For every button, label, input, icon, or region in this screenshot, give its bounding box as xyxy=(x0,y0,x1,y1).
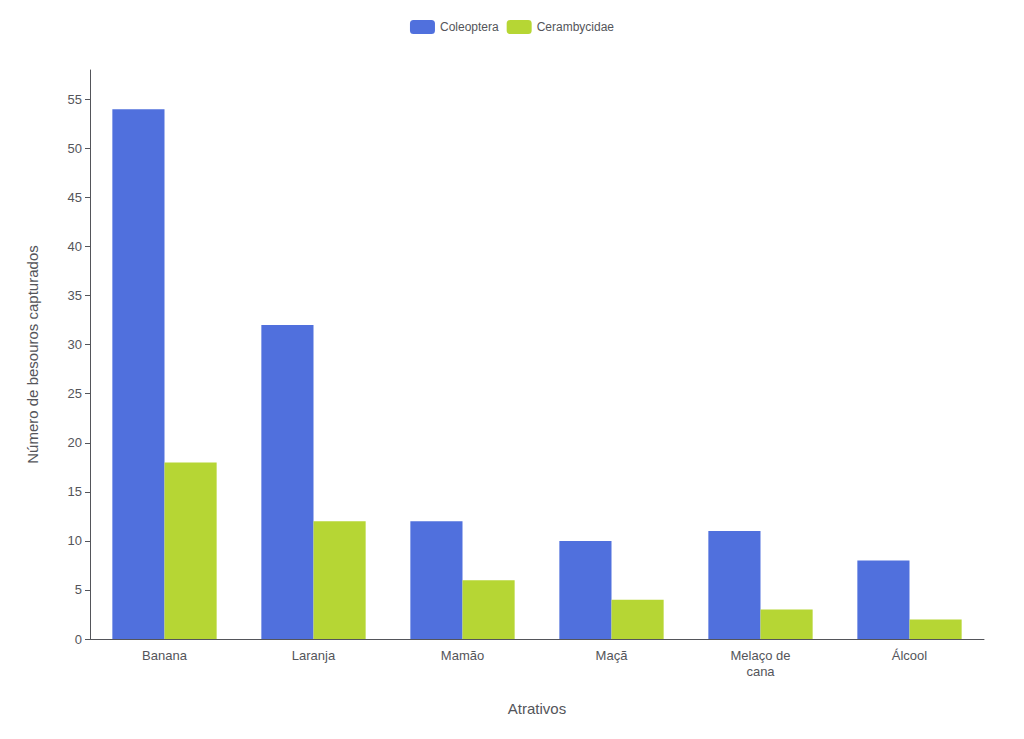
svg-text:0: 0 xyxy=(75,632,82,647)
svg-text:50: 50 xyxy=(68,141,82,156)
svg-text:20: 20 xyxy=(68,435,82,450)
svg-text:Laranja: Laranja xyxy=(292,648,336,663)
svg-text:Atrativos: Atrativos xyxy=(508,700,566,717)
svg-text:Número de besouros capturados: Número de besouros capturados xyxy=(24,245,41,463)
svg-text:35: 35 xyxy=(68,288,82,303)
svg-text:30: 30 xyxy=(68,337,82,352)
svg-text:Álcool: Álcool xyxy=(892,648,928,663)
svg-text:10: 10 xyxy=(68,533,82,548)
svg-text:Banana: Banana xyxy=(142,648,188,663)
svg-text:Maçã: Maçã xyxy=(596,648,629,663)
svg-text:cana: cana xyxy=(746,664,775,679)
svg-text:55: 55 xyxy=(68,92,82,107)
svg-text:25: 25 xyxy=(68,386,82,401)
svg-text:40: 40 xyxy=(68,239,82,254)
svg-text:Melaço de: Melaço de xyxy=(731,648,791,663)
svg-text:Mamão: Mamão xyxy=(441,648,484,663)
svg-text:Coleoptera: Coleoptera xyxy=(440,20,499,34)
svg-text:Cerambycidae: Cerambycidae xyxy=(537,20,615,34)
svg-text:15: 15 xyxy=(68,484,82,499)
svg-text:45: 45 xyxy=(68,190,82,205)
svg-text:5: 5 xyxy=(75,582,82,597)
